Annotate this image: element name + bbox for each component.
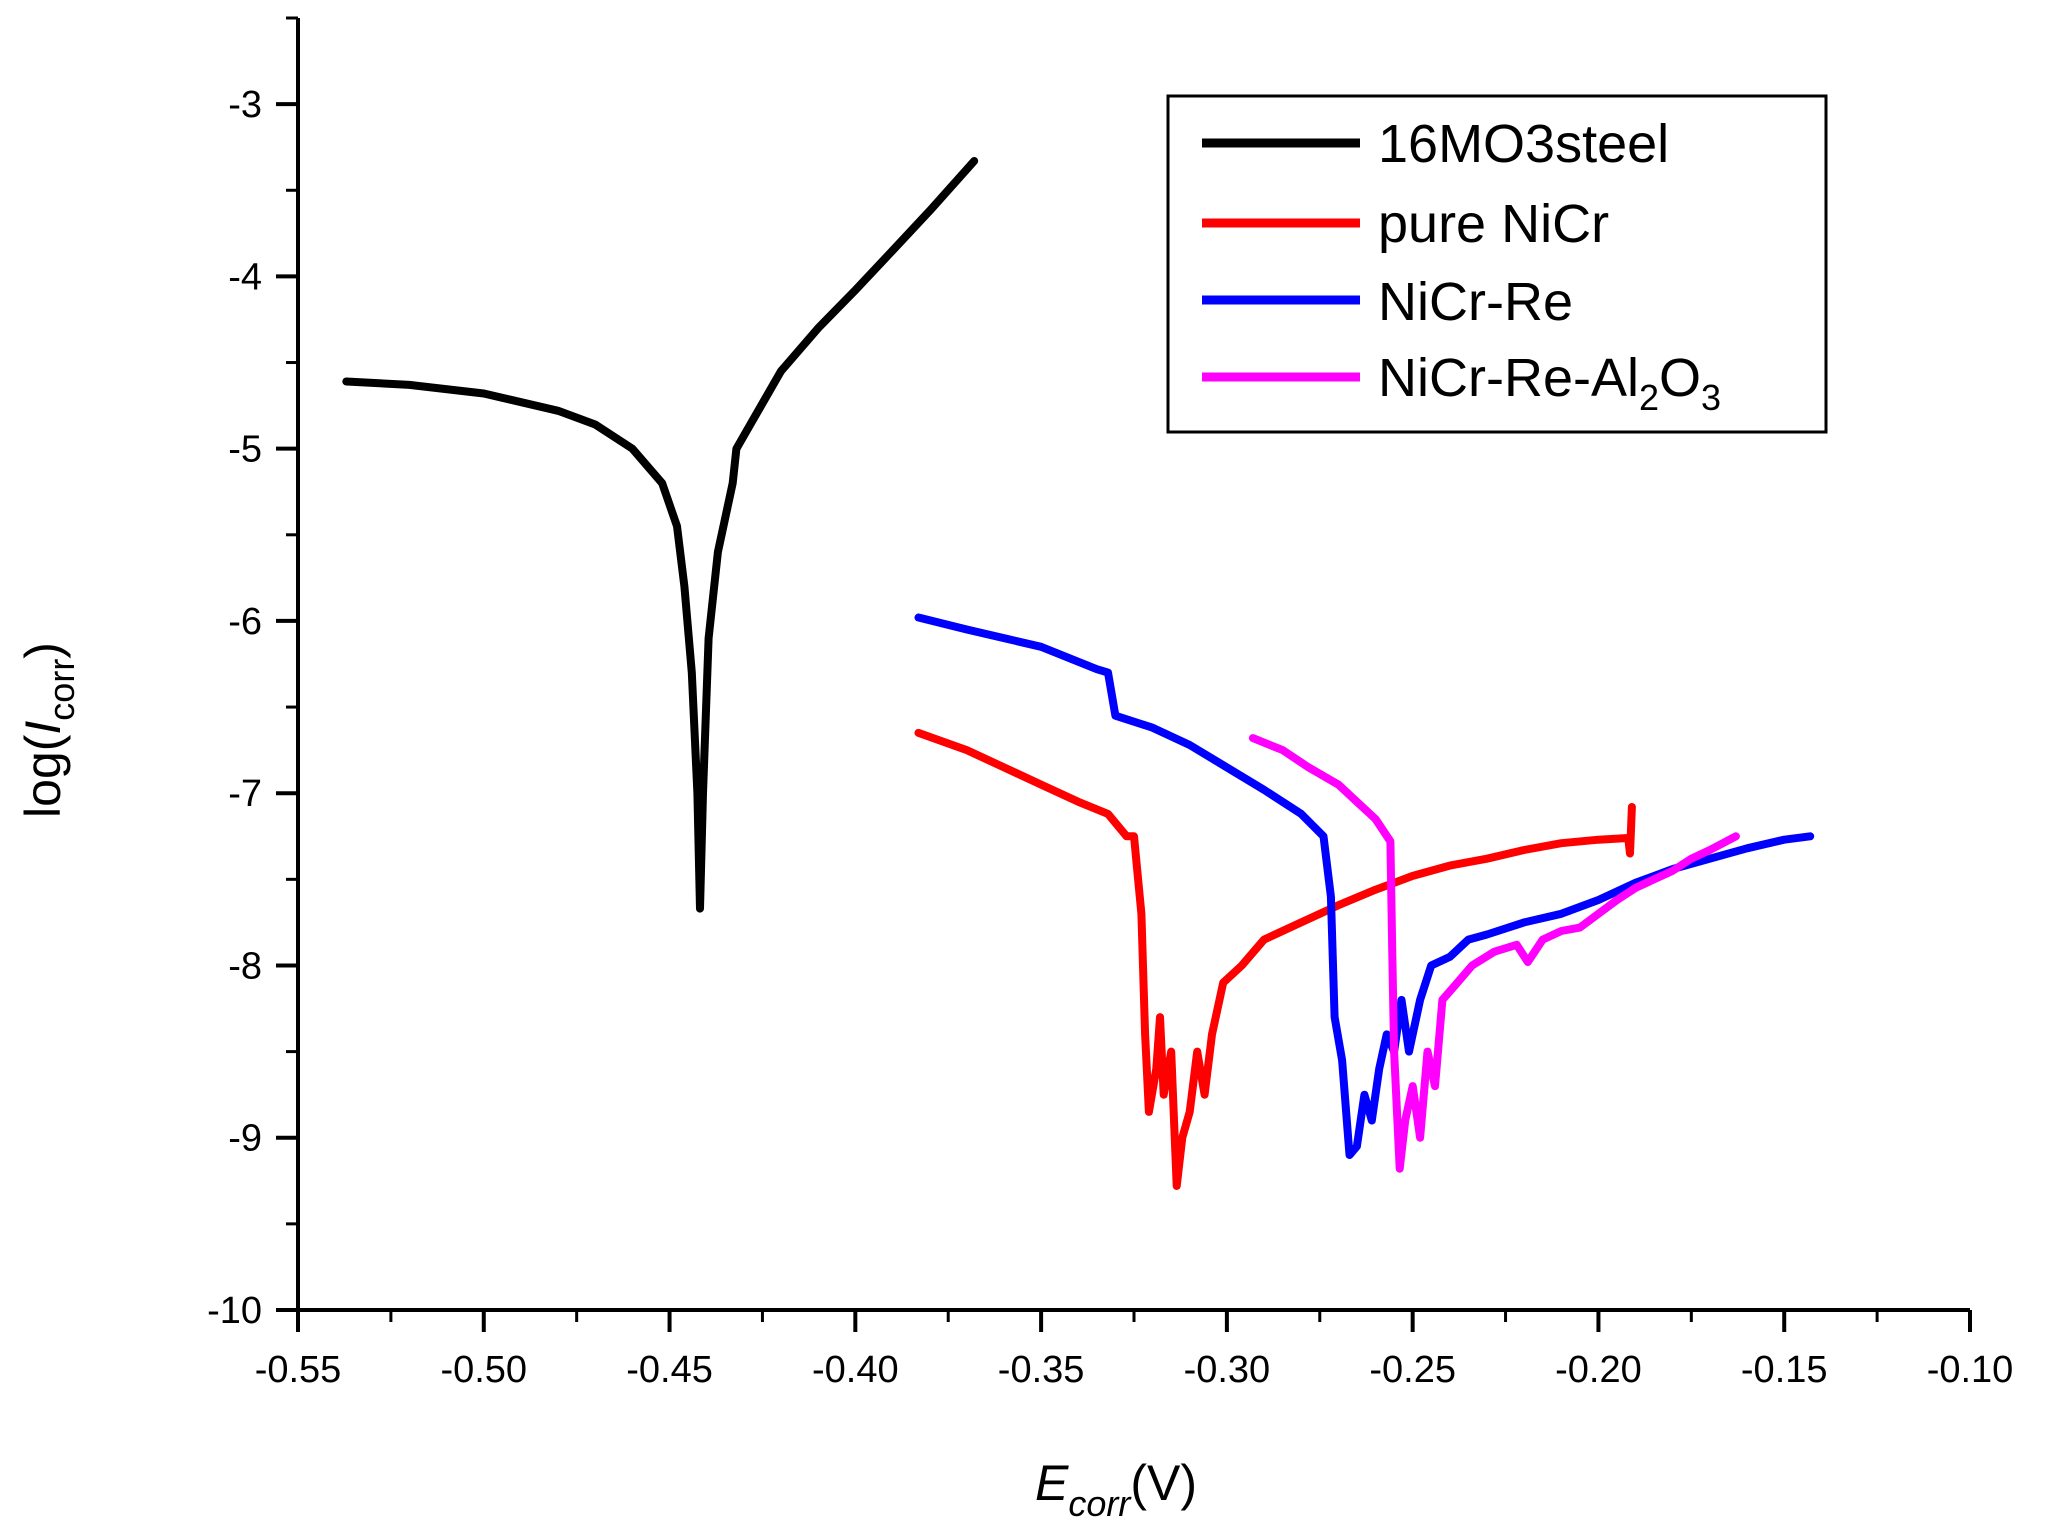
y-tick-label: -9 bbox=[228, 1118, 262, 1160]
series-line-3 bbox=[1248, 734, 1740, 1173]
series-line-0 bbox=[342, 157, 979, 913]
x-tick-label: -0.15 bbox=[1741, 1349, 1828, 1391]
legend-label-nicr-re: NiCr-Re bbox=[1378, 272, 1573, 332]
y-tick-label: -7 bbox=[228, 773, 262, 815]
y-tick-label: -5 bbox=[228, 429, 262, 471]
x-tick-label: -0.50 bbox=[440, 1349, 527, 1391]
y-tick-label: -6 bbox=[228, 601, 262, 643]
y-axis-ticks: -10 -9 -8 -7 -6 -5 -4 -3 bbox=[207, 16, 298, 1332]
series-line-1 bbox=[914, 728, 1636, 1190]
x-tick-label: -0.55 bbox=[255, 1349, 342, 1391]
x-tick-label: -0.30 bbox=[1184, 1349, 1271, 1391]
x-axis-title: Ecorr(V) bbox=[1035, 1455, 1197, 1524]
legend-label-16mo3steel: 16MO3steel bbox=[1378, 114, 1669, 174]
series-layer bbox=[342, 157, 1815, 1190]
x-axis-ticks: -0.55 -0.50 -0.45 -0.40 -0.35 -0.30 -0.25 -0.20… bbox=[255, 1310, 2014, 1391]
x-tick-label: -0.20 bbox=[1555, 1349, 1642, 1391]
y-axis-title: log(Icorr) bbox=[15, 642, 82, 818]
x-tick-label: -0.40 bbox=[812, 1349, 899, 1391]
series-line-2 bbox=[914, 613, 1815, 1159]
y-tick-label: -3 bbox=[228, 84, 262, 126]
y-tick-label: -8 bbox=[228, 945, 262, 987]
legend-label-pure-nicr: pure NiCr bbox=[1378, 194, 1609, 254]
y-tick-label: -10 bbox=[207, 1290, 262, 1332]
x-tick-label: -0.10 bbox=[1927, 1349, 2014, 1391]
x-tick-label: -0.35 bbox=[998, 1349, 1085, 1391]
x-tick-label: -0.45 bbox=[626, 1349, 713, 1391]
x-tick-label: -0.25 bbox=[1369, 1349, 1456, 1391]
legend: 16MO3steel pure NiCr NiCr-Re NiCr-Re-Al2… bbox=[1166, 94, 1828, 434]
legend-label-nicr-re-al2o3: NiCr-Re-Al2O3 bbox=[1378, 348, 1721, 418]
y-tick-label: -4 bbox=[228, 256, 262, 298]
axes: -0.55 -0.50 -0.45 -0.40 -0.35 -0.30 -0.25 -0.20… bbox=[207, 16, 2014, 1391]
